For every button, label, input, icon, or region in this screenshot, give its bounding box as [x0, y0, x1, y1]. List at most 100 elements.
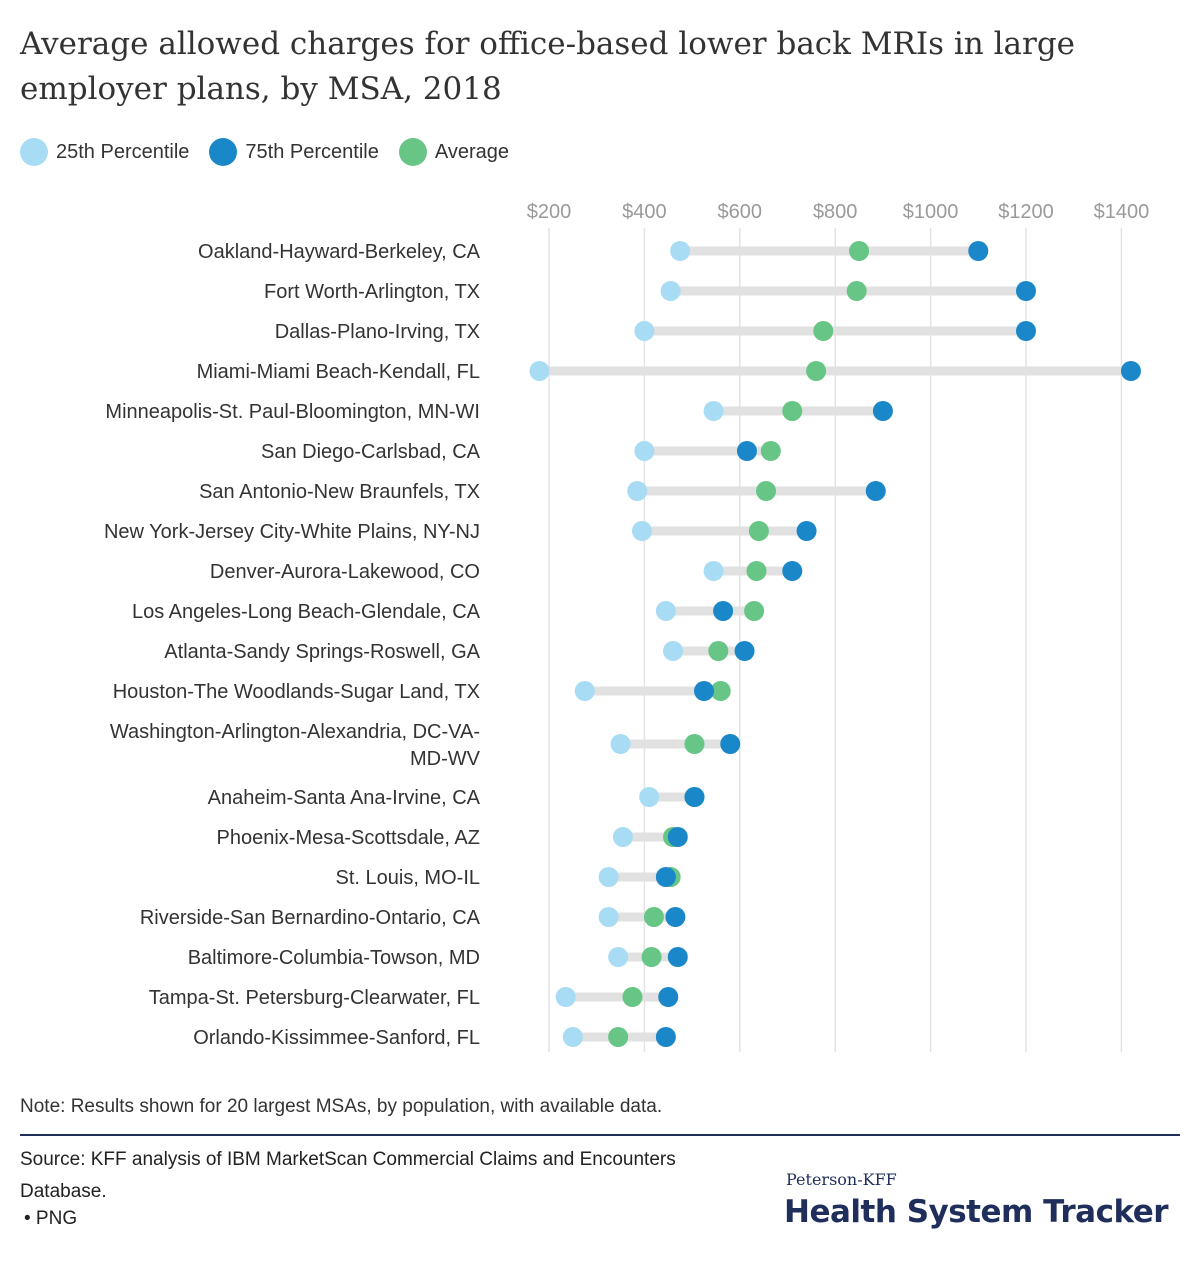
point-25th-percentile [655, 601, 676, 621]
legend-swatch-75th [209, 138, 238, 166]
x-axis-ticks: $200 $400 $600 $800 $1000 $1200 $1400 [527, 201, 1149, 223]
point-25th-percentile [562, 1027, 583, 1047]
point-25th-percentile [634, 321, 655, 341]
point-25th-percentile [663, 641, 684, 661]
legend-label-75th: 75th Percentile [245, 140, 379, 163]
y-category-label: Los Angeles-Long Beach-Glendale, CA [132, 601, 481, 623]
point-75th-percentile [736, 441, 757, 461]
point-25th-percentile [660, 281, 681, 301]
y-category-label: Houston-The Woodlands-Sugar Land, TX [113, 681, 480, 703]
y-category-label: Phoenix-Mesa-Scottsdale, AZ [217, 827, 480, 849]
chart-row: Houston-The Woodlands-Sugar Land, TX [113, 681, 731, 703]
point-25th-percentile [529, 361, 550, 381]
x-tick-label: $200 [527, 201, 572, 223]
point-75th-percentile [968, 241, 989, 261]
chart-row: Anaheim-Santa Ana-Irvine, CA [208, 787, 705, 809]
legend-label-average: Average [434, 140, 509, 163]
point-25th-percentile [703, 561, 724, 581]
point-25th-percentile [598, 907, 619, 927]
point-75th-percentile [713, 601, 734, 621]
x-tick-label: $600 [718, 201, 763, 223]
point-25th-percentile [627, 481, 648, 501]
point-25th-percentile [634, 441, 655, 461]
y-category-label: Orlando-Kissimmee-Sanford, FL [193, 1027, 480, 1049]
legend-swatch-25th [20, 138, 48, 166]
point-average [813, 321, 834, 341]
point-75th-percentile [658, 987, 679, 1007]
point-average [643, 907, 664, 927]
x-tick-label: $800 [813, 201, 858, 223]
chart-row: Baltimore-Columbia-Towson, MD [188, 947, 688, 969]
point-75th-percentile [1016, 321, 1036, 341]
point-75th-percentile [865, 481, 886, 501]
point-75th-percentile [665, 907, 686, 927]
point-75th-percentile [1016, 281, 1036, 301]
point-75th-percentile [684, 787, 705, 807]
y-category-label: Anaheim-Santa Ana-Irvine, CA [208, 787, 481, 809]
brand-subtitle: Peterson-KFF [786, 1170, 897, 1189]
x-tick-label: $1400 [1094, 201, 1150, 223]
y-category-label: St. Louis, MO-IL [336, 867, 481, 889]
legend-label-25th: 25th Percentile [56, 140, 190, 163]
x-tick-label: $1000 [903, 201, 959, 223]
chart-rows: Oakland-Hayward-Berkeley, CA Fort Worth-A… [104, 241, 1141, 1049]
point-average [710, 681, 731, 701]
png-download-link[interactable]: • PNG [24, 1208, 78, 1229]
chart-row: Dallas-Plano-Irving, TX [275, 321, 1036, 343]
y-category-label: Washington-Arlington-Alexandria, DC-VA-M… [110, 721, 481, 770]
point-25th-percentile [670, 241, 691, 261]
y-category-label: Minneapolis-St. Paul-Bloomington, MN-WI [105, 401, 480, 423]
chart-row: Minneapolis-St. Paul-Bloomington, MN-WI [105, 401, 893, 423]
point-75th-percentile [872, 401, 893, 421]
point-average [748, 521, 769, 541]
legend-swatch-average [398, 138, 427, 166]
point-25th-percentile [612, 827, 633, 847]
chart-row: Riverside-San Bernardino-Ontario, CA [140, 907, 686, 929]
chart-row: San Antonio-New Braunfels, TX [199, 481, 886, 503]
point-25th-percentile [608, 947, 629, 967]
y-category-label: Dallas-Plano-Irving, TX [275, 321, 480, 343]
point-average [806, 361, 827, 381]
chart-row: St. Louis, MO-IL [336, 867, 681, 889]
point-average [744, 601, 765, 621]
point-75th-percentile [1120, 361, 1141, 381]
chart-row: Oakland-Hayward-Berkeley, CA [198, 241, 989, 263]
chart-source: Source: KFF analysis of IBM MarketScan C… [20, 1149, 676, 1202]
point-75th-percentile [655, 867, 676, 887]
y-category-label: New York-Jersey City-White Plains, NY-NJ [104, 521, 480, 543]
y-category-label: San Diego-Carlsbad, CA [261, 441, 481, 463]
x-tick-label: $400 [622, 201, 667, 223]
point-average [849, 241, 870, 261]
chart-title: Average allowed charges for office-based… [20, 26, 1076, 107]
legend-item-average: Average [398, 138, 509, 166]
y-category-label: Riverside-San Bernardino-Ontario, CA [140, 907, 481, 929]
point-average [782, 401, 803, 421]
chart-row: Tampa-St. Petersburg-Clearwater, FL [149, 987, 679, 1009]
point-25th-percentile [555, 987, 576, 1007]
footer-divider [20, 1134, 1180, 1136]
point-average [756, 481, 777, 501]
chart-row: Washington-Arlington-Alexandria, DC-VA-M… [110, 721, 741, 770]
point-75th-percentile [667, 947, 688, 967]
chart-row: Denver-Aurora-Lakewood, CO [210, 561, 803, 583]
y-category-label: San Antonio-New Braunfels, TX [199, 481, 480, 503]
chart-row: Miami-Miami Beach-Kendall, FL [197, 361, 1141, 383]
point-25th-percentile [610, 734, 631, 754]
point-average [622, 987, 643, 1007]
chart-row: Orlando-Kissimmee-Sanford, FL [193, 1027, 676, 1049]
point-75th-percentile [667, 827, 688, 847]
legend-item-25th: 25th Percentile [20, 138, 189, 166]
chart-row: Los Angeles-Long Beach-Glendale, CA [132, 601, 765, 623]
point-25th-percentile [574, 681, 595, 701]
chart-row: New York-Jersey City-White Plains, NY-NJ [104, 521, 817, 543]
chart-row: San Diego-Carlsbad, CA [261, 441, 781, 463]
point-average [846, 281, 867, 301]
point-25th-percentile [703, 401, 724, 421]
chart-row: Fort Worth-Arlington, TX [264, 281, 1036, 303]
point-average [746, 561, 767, 581]
dot-range-chart: $200 $400 $600 $800 $1000 $1200 $1400 Oakland-… [104, 201, 1149, 1052]
brand-logo: Health System Tracker [784, 1194, 1169, 1230]
y-category-label: Miami-Miami Beach-Kendall, FL [197, 361, 480, 383]
point-75th-percentile [720, 734, 741, 754]
point-75th-percentile [734, 641, 755, 661]
